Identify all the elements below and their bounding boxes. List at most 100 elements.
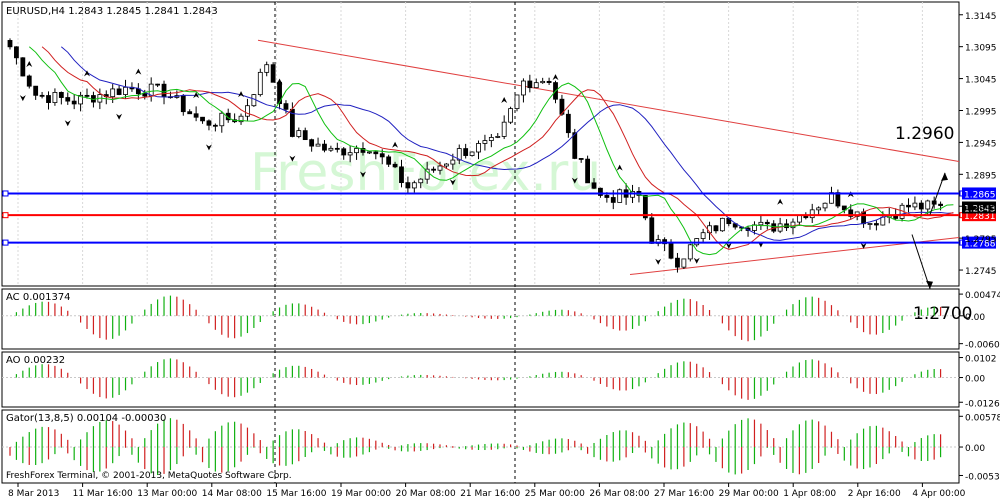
level-price-tag bbox=[962, 236, 996, 249]
target-down-arrow bbox=[911, 234, 931, 289]
x-tick-label: 29 Mar 00:00 bbox=[719, 489, 779, 499]
y-tick-label: 1.2945 bbox=[965, 139, 997, 149]
fractal-up-arrow bbox=[777, 198, 784, 205]
x-tick-label: 19 Mar 00:00 bbox=[331, 489, 391, 499]
candle-body bbox=[219, 112, 225, 127]
candle-body bbox=[790, 221, 796, 229]
x-tick-label: 14 Mar 08:00 bbox=[202, 489, 262, 499]
candle-body bbox=[687, 244, 693, 260]
candle-body bbox=[533, 82, 539, 89]
candle-body bbox=[938, 203, 943, 206]
candle-body bbox=[521, 80, 526, 96]
fractal-up-arrow bbox=[26, 61, 33, 68]
candle-body bbox=[283, 103, 289, 110]
y-tick-label: -0.00535 bbox=[965, 472, 1000, 482]
candle-body bbox=[546, 80, 552, 83]
candle-body bbox=[110, 88, 116, 98]
candle-body bbox=[591, 182, 597, 189]
candle-body bbox=[78, 94, 83, 105]
candle-body bbox=[719, 217, 725, 232]
level-price-label: 1.2788 bbox=[964, 240, 996, 250]
candle-body bbox=[578, 158, 584, 160]
alligator-lips bbox=[28, 46, 954, 256]
candle-body bbox=[33, 85, 39, 96]
level-price-label: 1.2831 bbox=[964, 212, 996, 222]
fractal-down-arrow bbox=[571, 177, 578, 184]
x-tick-label: 2 Apr 16:00 bbox=[848, 489, 901, 499]
candle-body bbox=[405, 182, 411, 189]
x-tick-label: 4 Apr 00:00 bbox=[912, 489, 965, 499]
level-handle bbox=[2, 190, 9, 197]
candle-body bbox=[565, 113, 571, 134]
fractal-up-arrow bbox=[501, 97, 508, 104]
x-tick-label: 20 Mar 08:00 bbox=[396, 489, 456, 499]
fractal-down-arrow bbox=[205, 144, 212, 151]
candle-body bbox=[450, 159, 456, 165]
x-tick-label: 13 Mar 00:00 bbox=[137, 489, 197, 499]
candle-body bbox=[161, 83, 167, 98]
candle-body bbox=[360, 148, 366, 153]
x-tick-label: 27 Mar 16:00 bbox=[654, 489, 714, 499]
candle-body bbox=[142, 93, 148, 97]
candle-body bbox=[604, 195, 610, 198]
candle-body bbox=[187, 111, 193, 115]
current-price-tag bbox=[962, 201, 996, 214]
candle-body bbox=[444, 163, 449, 167]
candle-body bbox=[334, 147, 340, 150]
candle-body bbox=[424, 168, 430, 180]
candle-body bbox=[155, 83, 161, 86]
candle-body bbox=[456, 148, 462, 161]
level-handle bbox=[2, 212, 9, 219]
candle-body bbox=[65, 97, 71, 102]
candle-body bbox=[501, 121, 507, 137]
candle-body bbox=[675, 257, 680, 268]
level-price-label: 1.2865 bbox=[964, 190, 996, 200]
candle-body bbox=[867, 223, 873, 225]
ac-title: AC 0.001374 bbox=[6, 292, 71, 303]
candle-body bbox=[52, 92, 58, 103]
candle-body bbox=[841, 205, 847, 211]
candle-body bbox=[463, 148, 469, 156]
candle-body bbox=[257, 71, 263, 96]
x-tick-label: 1 Apr 08:00 bbox=[783, 489, 836, 499]
candle-body bbox=[918, 202, 924, 210]
candle-body bbox=[135, 88, 141, 95]
fractal-down-arrow bbox=[725, 242, 732, 249]
x-tick-label: 26 Mar 08:00 bbox=[589, 489, 649, 499]
candle-body bbox=[700, 232, 706, 239]
ao-indicator-panel: 0.0102 0.00 -0.01261 AO 0.00232 bbox=[1, 351, 1000, 409]
x-tick-label: 8 Mar 2013 bbox=[8, 489, 59, 499]
candle-body bbox=[328, 147, 334, 151]
candle-body bbox=[610, 197, 616, 203]
candle-body bbox=[527, 80, 533, 89]
candle-body bbox=[116, 88, 122, 95]
y-tick-label: 1.3045 bbox=[965, 76, 997, 86]
candle-body bbox=[431, 168, 436, 171]
candle-body bbox=[296, 130, 302, 137]
main-chart-title: EURUSD,H4 1.2843 1.2845 1.2841 1.2843 bbox=[6, 6, 218, 17]
x-tick-label: 21 Mar 16:00 bbox=[460, 489, 520, 499]
gator-panel-frame bbox=[1, 409, 960, 484]
candle-body bbox=[508, 108, 513, 123]
candle-body bbox=[572, 132, 578, 159]
fractal-down-arrow bbox=[19, 95, 26, 102]
candle-body bbox=[874, 223, 879, 226]
candle-body bbox=[495, 136, 501, 138]
candle-body bbox=[373, 151, 379, 155]
fractal-down-arrow bbox=[359, 171, 366, 178]
candle-body bbox=[238, 115, 244, 123]
y-tick-label: 1.3145 bbox=[965, 12, 997, 22]
fractal-down-arrow bbox=[693, 257, 700, 264]
candle-body bbox=[399, 166, 404, 184]
y-tick-label: 1.2845 bbox=[965, 203, 997, 213]
candle-body bbox=[245, 105, 250, 117]
candle-body bbox=[123, 86, 128, 95]
copyright-footer: FreshForex Terminal, © 2001-2013, MetaQu… bbox=[6, 471, 292, 481]
candle-body bbox=[26, 75, 32, 87]
target-up-arrowhead bbox=[941, 172, 948, 181]
x-tick-label: 15 Mar 16:00 bbox=[266, 489, 326, 499]
candle-body bbox=[341, 148, 347, 156]
candle-body bbox=[84, 94, 90, 97]
